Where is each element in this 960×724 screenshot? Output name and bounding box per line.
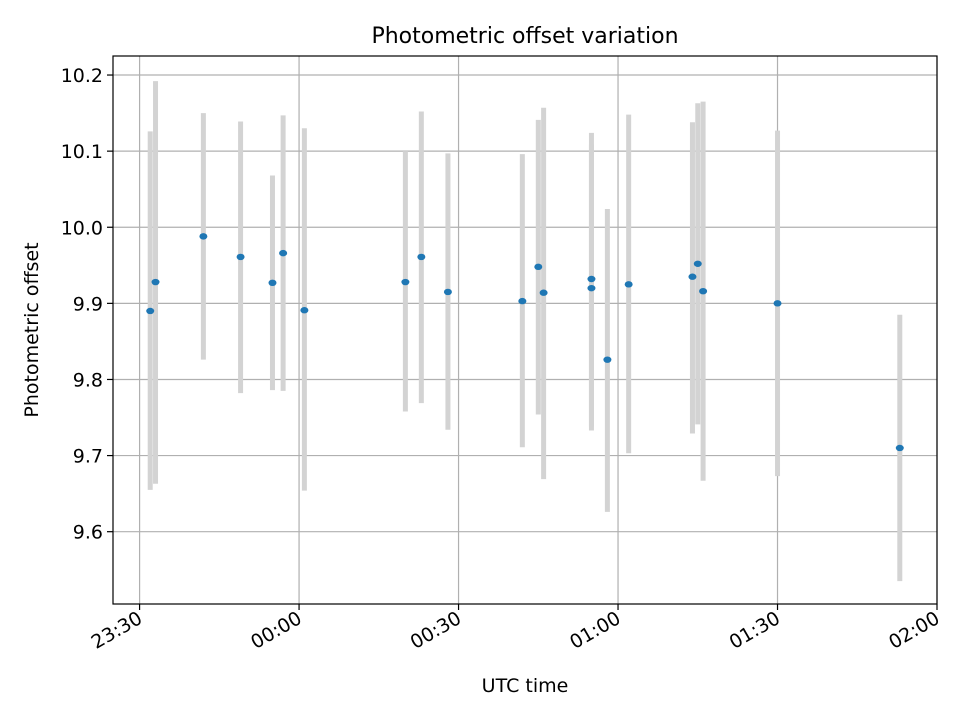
- y-tick-label: 10.0: [61, 217, 103, 239]
- chart-title: Photometric offset variation: [371, 24, 678, 49]
- data-point: [534, 263, 543, 271]
- y-tick-label: 10.2: [61, 65, 103, 87]
- data-point: [624, 281, 633, 288]
- data-point: [699, 287, 708, 295]
- y-axis-ticks: 9.6 9.7 9.8 9.9 10.0 10.1 10.2: [61, 65, 113, 544]
- data-point: [443, 288, 452, 296]
- data-point: [401, 278, 410, 286]
- data-point: [603, 356, 612, 363]
- data-point: [518, 297, 527, 305]
- data-point: [688, 273, 697, 280]
- data-point: [279, 249, 288, 257]
- data-point: [417, 253, 426, 261]
- data-point: [587, 275, 596, 283]
- data-point: [587, 284, 596, 292]
- data-point: [895, 444, 904, 452]
- data-point: [539, 289, 548, 296]
- y-tick-label: 9.7: [73, 446, 103, 468]
- y-tick-label: 9.9: [73, 293, 103, 315]
- data-point: [268, 279, 277, 287]
- y-tick-label: 10.1: [61, 141, 103, 163]
- y-axis-label: Photometric offset: [21, 242, 43, 417]
- data-point: [151, 278, 160, 286]
- data-points: [146, 233, 904, 452]
- y-tick-label: 9.8: [73, 369, 103, 391]
- plot-frame: [112, 55, 938, 605]
- x-axis-label: UTC time: [482, 675, 569, 697]
- data-point: [199, 233, 208, 240]
- data-point: [693, 260, 702, 267]
- data-point: [146, 307, 155, 315]
- data-point: [300, 307, 309, 314]
- data-point: [773, 300, 782, 307]
- y-tick-label: 9.6: [73, 522, 103, 544]
- data-point: [236, 253, 245, 261]
